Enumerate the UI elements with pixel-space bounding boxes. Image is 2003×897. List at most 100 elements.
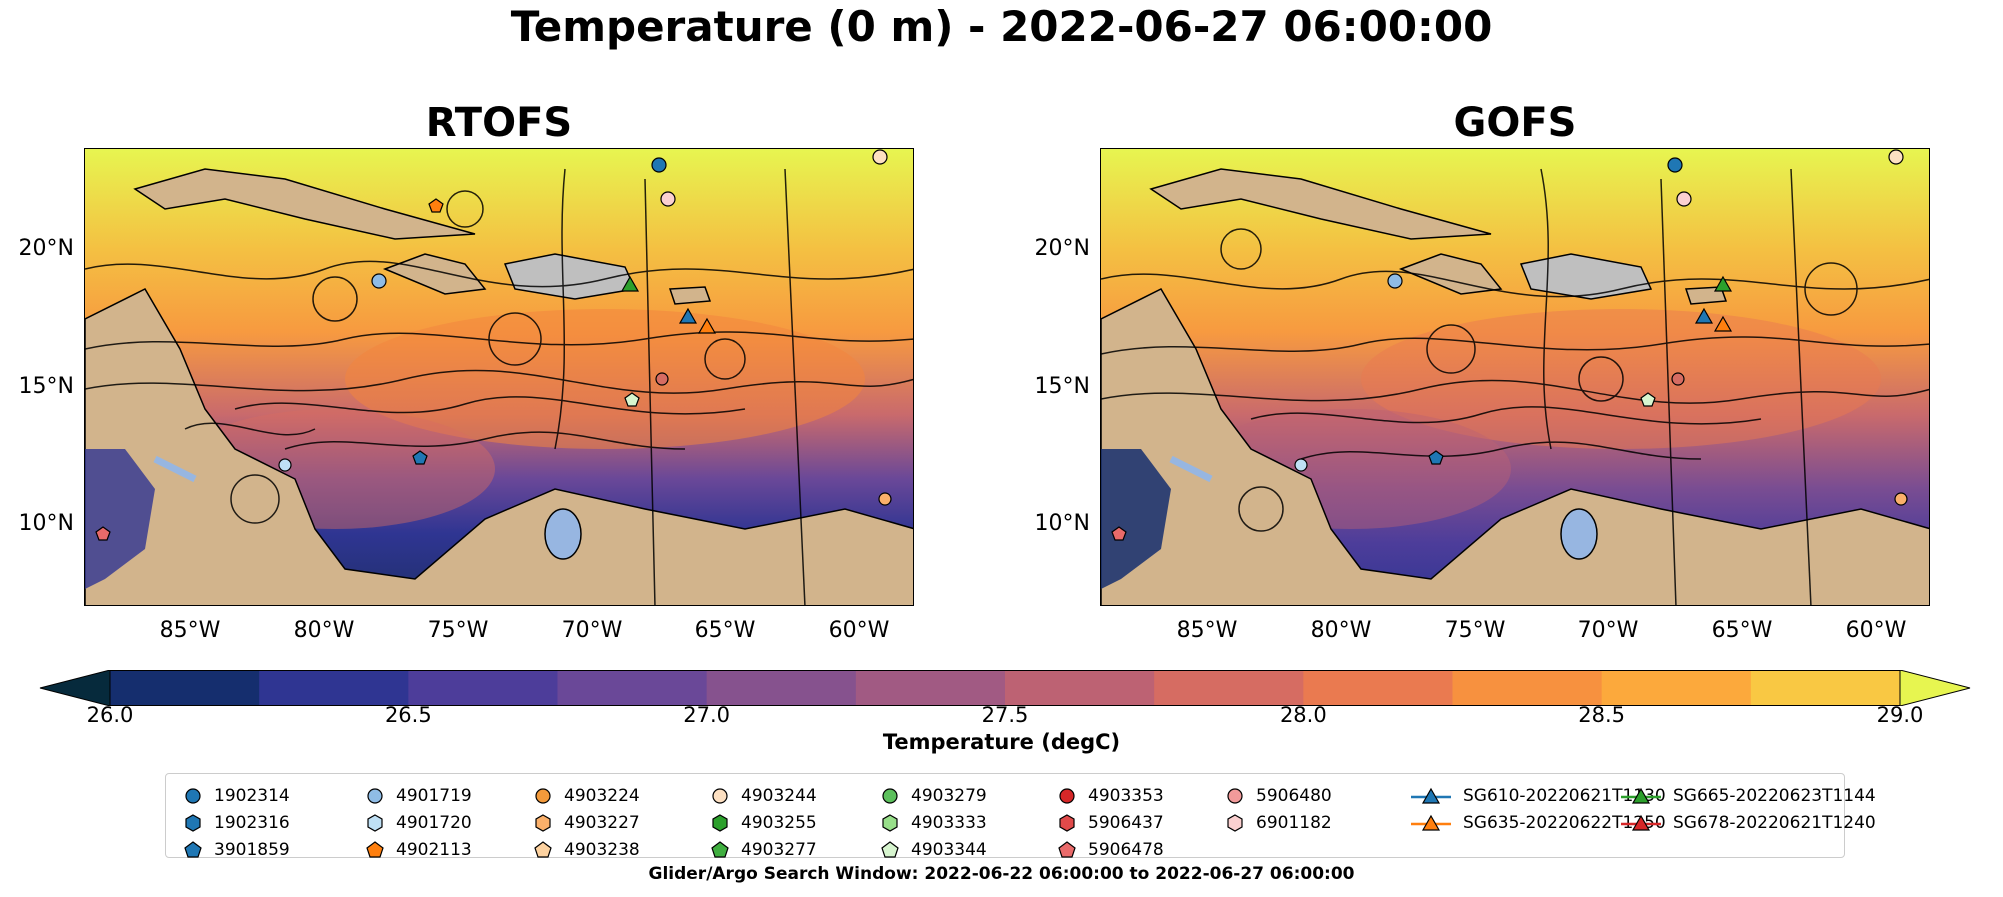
colorbar-frame	[109, 670, 1901, 706]
legend-item-label: 4903244	[741, 785, 817, 806]
colorbar-segment	[706, 670, 857, 706]
legend-item: 4903227	[534, 809, 640, 836]
legend-item-label: 4903333	[911, 812, 987, 833]
legend-item-label: 4903224	[564, 785, 640, 806]
colorbar-segment	[1154, 670, 1304, 706]
legend-item: 5906478	[1058, 836, 1164, 863]
hexagon-marker-icon	[185, 813, 201, 832]
lon-label-85w-gofs: 85°W	[1176, 618, 1238, 643]
circle-marker-icon	[1227, 787, 1243, 804]
legend-item-label: 4902113	[396, 839, 472, 860]
panel-title-gofs: GOFS	[1453, 100, 1577, 146]
legend-column: 1902314 1902316 3901859	[184, 782, 290, 863]
legend-item: SG678-20220621T1240	[1621, 809, 1876, 836]
legend-item-label: 4903353	[1088, 785, 1164, 806]
colorbar-svg	[39, 669, 1971, 707]
colorbar-segment	[259, 670, 409, 706]
triangle-marker-icon	[1621, 787, 1661, 804]
legend-item-label: 4903255	[741, 812, 817, 833]
legend-item-label: SG635-20220622T1250	[1463, 812, 1666, 833]
legend-item: SG610-20220621T1130	[1411, 782, 1666, 809]
hexagon-marker-icon	[367, 813, 383, 832]
colorbar-tick-label: 29.0	[1876, 703, 1924, 727]
lon-label-75w: 75°W	[427, 618, 489, 643]
hexagon-marker-icon	[1227, 813, 1243, 832]
lon-label-65w: 65°W	[694, 618, 756, 643]
lat-label-15n: 15°N	[18, 374, 74, 399]
legend-item: 4901720	[366, 809, 472, 836]
circle-marker-icon	[535, 787, 551, 804]
map-gofs	[1100, 148, 1930, 606]
legend-item: 4903353	[1058, 782, 1164, 809]
colorbar-extend-max	[1899, 669, 1971, 707]
colorbar-segment	[1452, 670, 1603, 706]
legend-item: 4903224	[534, 782, 640, 809]
lon-label-60w-gofs: 60°W	[1845, 618, 1907, 643]
lat-label-10n: 10°N	[18, 511, 74, 536]
legend-item-label: 3901859	[214, 839, 290, 860]
colorbar-segment	[110, 670, 260, 706]
legend-item-label: 4903344	[911, 839, 987, 860]
legend-item: 4903279	[881, 782, 987, 809]
circle-marker-icon	[185, 787, 201, 804]
colorbar	[20, 669, 1990, 707]
pentagon-marker-icon	[1058, 840, 1076, 858]
lon-label-80w-gofs: 80°W	[1310, 618, 1372, 643]
hexagon-marker-icon	[1059, 813, 1075, 832]
legend-item-label: 4903238	[564, 839, 640, 860]
colorbar-segment	[408, 670, 558, 706]
legend-item: 5906437	[1058, 809, 1164, 836]
hexagon-marker-icon	[882, 813, 898, 832]
legend-item: 4903277	[711, 836, 817, 863]
legend-item: 4903344	[881, 836, 987, 863]
legend-item: 5906480	[1226, 782, 1332, 809]
legend-item-label: SG678-20220621T1240	[1673, 812, 1876, 833]
legend-column: SG610-20220621T1130 SG635-20220622T1250	[1411, 782, 1666, 836]
legend-item-label: 4901720	[396, 812, 472, 833]
legend-item-label: 1902316	[214, 812, 290, 833]
legend-item: 4903255	[711, 809, 817, 836]
legend-item: 4902113	[366, 836, 472, 863]
colorbar-tick-label: 28.5	[1578, 703, 1626, 727]
colorbar-segment	[1750, 670, 1901, 706]
legend-item-label: 4903277	[741, 839, 817, 860]
legend-item-label: 5906437	[1088, 812, 1164, 833]
colorbar-extend-min	[39, 669, 111, 707]
legend-column: SG665-20220623T1144 SG678-20220621T1240	[1621, 782, 1876, 836]
colorbar-label: Temperature (degC)	[882, 730, 1121, 754]
hexagon-marker-icon	[535, 813, 551, 832]
circle-marker-icon	[712, 787, 728, 804]
triangle-marker-icon	[1621, 814, 1661, 831]
triangle-marker-icon	[1411, 814, 1451, 831]
colorbar-segment	[1601, 670, 1752, 706]
legend-item: SG635-20220622T1250	[1411, 809, 1666, 836]
colorbar-segment	[855, 670, 1006, 706]
map-rtofs	[84, 148, 914, 606]
legend-column: 5906480 6901182	[1226, 782, 1332, 836]
figure-title: Temperature (0 m) - 2022-06-27 06:00:00	[510, 2, 1493, 51]
legend-item-label: 4901719	[396, 785, 472, 806]
pentagon-marker-icon	[184, 840, 202, 858]
legend-item: 1902316	[184, 809, 290, 836]
pentagon-marker-icon	[366, 840, 384, 858]
lon-label-80w: 80°W	[293, 618, 355, 643]
legend-item-label: 6901182	[1256, 812, 1332, 833]
circle-marker-icon	[882, 787, 898, 804]
legend-item-label: SG665-20220623T1144	[1673, 785, 1876, 806]
pentagon-marker-icon	[711, 840, 729, 858]
triangle-marker-icon	[1411, 787, 1451, 804]
colorbar-tick-label: 27.0	[683, 703, 731, 727]
colorbar-tick-label: 26.5	[384, 703, 432, 727]
legend-item: 4903238	[534, 836, 640, 863]
legend-item: 4903244	[711, 782, 817, 809]
legend: 1902314 1902316 3901859 4901719 4901720 49021…	[165, 773, 1876, 860]
colorbar-tick-label: 26.0	[86, 703, 134, 727]
lon-label-85w: 85°W	[159, 618, 221, 643]
circle-marker-icon	[1059, 787, 1075, 804]
legend-column: 4903353 5906437 5906478	[1058, 782, 1164, 863]
legend-item-label: 5906480	[1256, 785, 1332, 806]
legend-item: SG665-20220623T1144	[1621, 782, 1876, 809]
map-rtofs-svg	[85, 149, 913, 605]
colorbar-tick-label: 28.0	[1279, 703, 1327, 727]
panel-title-rtofs: RTOFS	[425, 100, 573, 146]
